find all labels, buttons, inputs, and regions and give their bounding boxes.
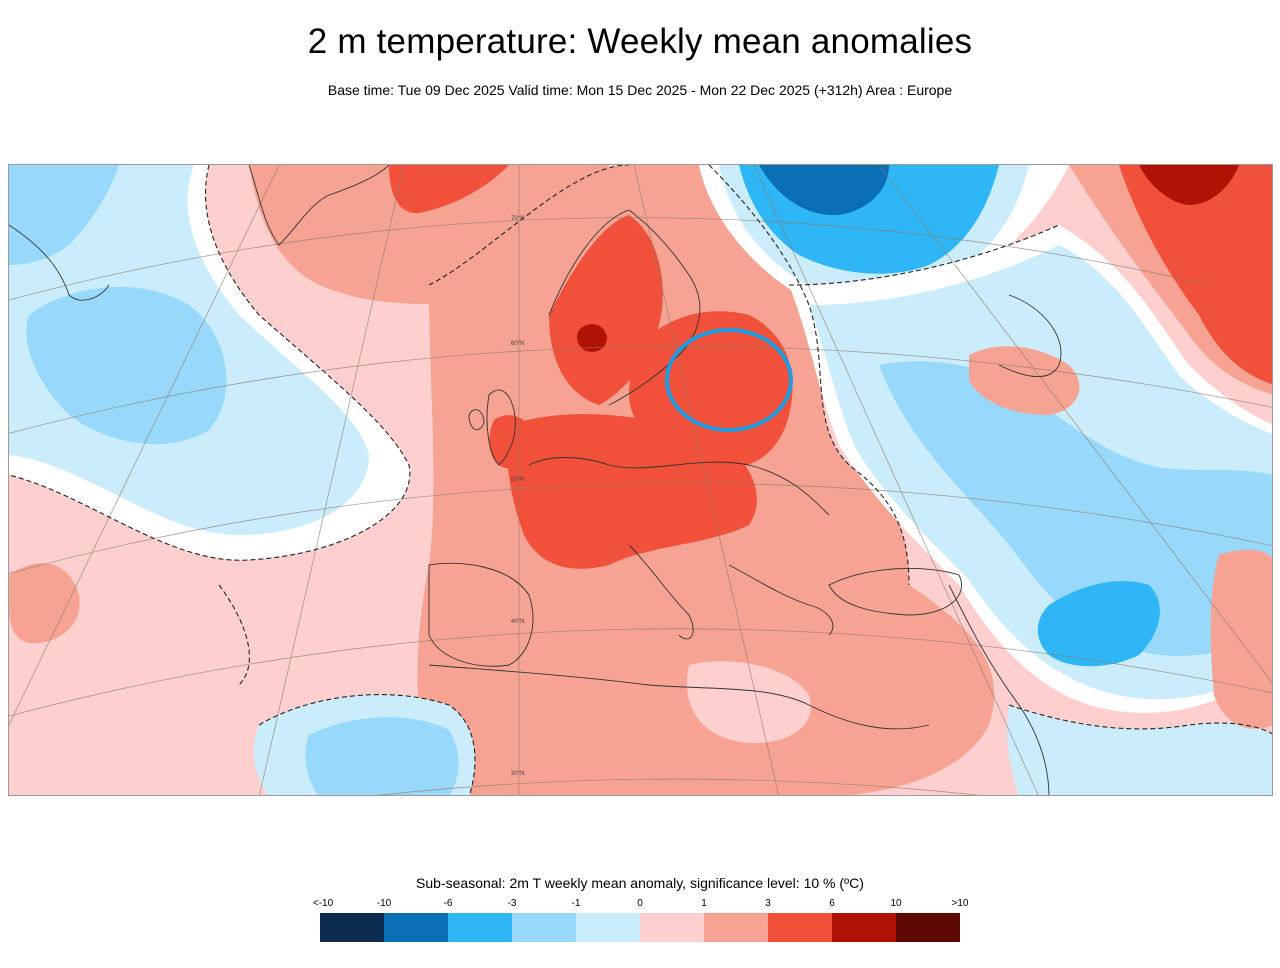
middle-east-cold-light [1007,705,1272,795]
lat-label-30: 30°N [511,771,524,777]
lat-label-70: 70°N [511,216,524,222]
legend-tick: 3 [765,898,771,909]
norway-very-hot-spot [576,324,607,352]
legend-swatch [832,913,896,942]
east-warm-zone [1210,549,1272,729]
legend-swatch [704,913,768,942]
central-europe-hot-zone [507,414,757,569]
legend-swatch [384,913,448,942]
legend-tick: -6 [443,898,453,909]
latitude-labels: 70°N 60°N 50°N 40°N 30°N [511,216,524,777]
legend-tick: 0 [637,898,643,909]
legend-swatch [896,913,960,942]
barents-cold-strong [759,165,889,216]
britain-hot-spot [489,415,534,469]
legend-swatch [512,913,576,942]
greenland-hot-spot [389,165,509,214]
legend-swatch [768,913,832,942]
coastlines [9,165,1062,795]
lat-label-60: 60°N [511,341,524,347]
lat-label-40: 40°N [511,619,524,625]
legend-swatch [576,913,640,942]
legend-tick: 10 [890,898,902,909]
legend-title: Sub-seasonal: 2m T weekly mean anomaly, … [416,875,864,891]
legend-tick: -10 [376,898,392,909]
atlantic-cold-mid [26,286,227,445]
lat-label-50: 50°N [511,477,524,483]
atlantic-cold-mid-north [9,165,119,265]
legend-tick: -3 [507,898,517,909]
significance-contours [9,165,1272,795]
page-title: 2 m temperature: Weekly mean anomalies [307,22,973,61]
legend-tick: 1 [701,898,707,909]
legend-swatch [320,913,384,942]
africa-neutral-zone [687,661,811,744]
legend-ticks: <-10 -10 -6 -3 -1 0 1 3 6 10 >10 [0,898,1280,910]
atlantic-warm-spot [9,563,80,644]
anomaly-map-canvas: 70°N 60°N 50°N 40°N 30°N [9,165,1272,795]
russia-cold-mid [879,361,1272,656]
legend-tick: -1 [571,898,581,909]
southwest-cold-mid [305,717,459,795]
anomaly-map: 70°N 60°N 50°N 40°N 30°N [8,164,1273,796]
siberia-hot-zone [1119,165,1272,385]
caspian-cold-strong [1037,581,1160,667]
highlight-ellipse [665,328,793,432]
legend-tick: >10 [951,898,969,909]
legend-swatch [448,913,512,942]
legend-colorbar [320,913,960,942]
scandinavia-hot-zone [549,215,663,405]
siberia-very-hot-zone [1139,165,1239,205]
page-subtitle: Base time: Tue 09 Dec 2025 Valid time: M… [327,82,953,98]
legend-tick: <-10 [312,898,334,909]
legend-tick: 6 [829,898,835,909]
graticule [9,165,1272,795]
legend-swatch [640,913,704,942]
